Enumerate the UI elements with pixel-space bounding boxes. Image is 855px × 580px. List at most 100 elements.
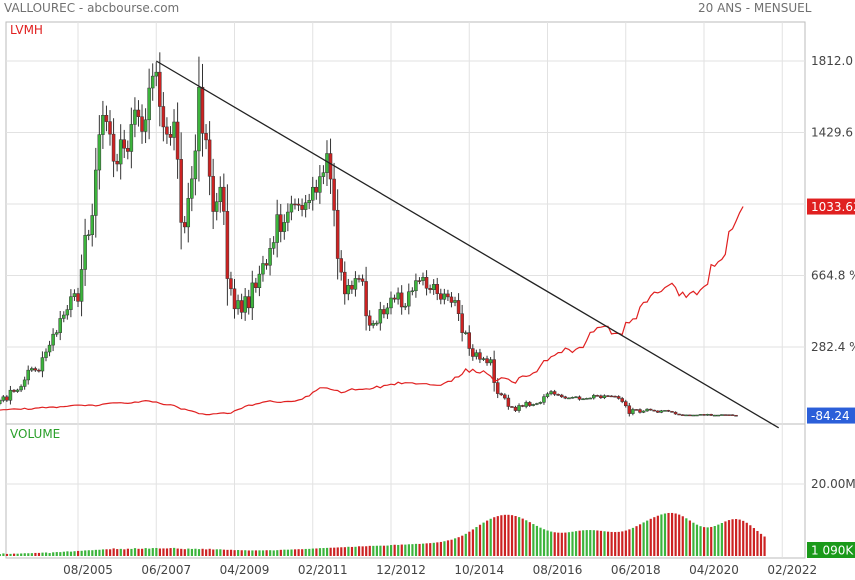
volume-bar <box>681 516 684 556</box>
volume-bar <box>486 520 489 556</box>
candle-body <box>556 394 560 396</box>
volume-bar <box>731 519 734 556</box>
candle-body <box>698 414 703 416</box>
candle-body <box>193 150 198 180</box>
volume-bar <box>450 539 453 556</box>
candle-body <box>577 396 582 400</box>
candle-body <box>588 397 592 400</box>
candle-body <box>631 409 635 414</box>
volume-bar <box>674 513 677 556</box>
candle-body <box>40 357 45 372</box>
volume-bar <box>62 551 65 556</box>
volume-bar <box>286 549 290 556</box>
volume-bar <box>261 550 265 556</box>
candle-body <box>79 269 84 302</box>
volume-bar <box>59 552 62 556</box>
candle-body <box>332 178 336 211</box>
compare-last-value-bg <box>807 198 855 215</box>
candle-body <box>275 214 279 243</box>
volume-bar <box>642 522 645 556</box>
volume-bar <box>112 548 115 556</box>
candle-body <box>552 391 557 395</box>
candle-body <box>172 121 176 138</box>
candle-body <box>1 396 6 401</box>
candle-body <box>463 332 468 334</box>
candle-body <box>246 296 251 309</box>
volume-bar <box>20 553 23 556</box>
candle-body <box>133 109 137 125</box>
candle-body <box>86 234 91 236</box>
candle-body <box>261 263 265 275</box>
candle-body <box>328 153 333 180</box>
volume-bar <box>489 518 492 556</box>
x-tick-label: 02/2022 <box>767 563 817 577</box>
candle-body <box>652 409 656 412</box>
candle-body <box>485 358 489 364</box>
volume-bar <box>596 530 599 556</box>
candle-body <box>250 282 255 309</box>
volume-bar <box>457 537 460 556</box>
volume-bar <box>454 538 457 556</box>
candle-body <box>296 203 301 206</box>
volume-bar <box>542 529 546 556</box>
candle-body <box>467 332 471 349</box>
candle-body <box>325 153 329 173</box>
candle-body <box>278 214 283 232</box>
volume-bar <box>123 549 126 556</box>
candle-body <box>495 382 500 394</box>
candle-body <box>399 292 404 308</box>
volume-bar <box>496 516 499 556</box>
candle-body <box>175 121 180 160</box>
volume-bar <box>73 551 76 556</box>
volume-bar <box>564 532 567 556</box>
volume-bar <box>343 547 346 556</box>
candle-body <box>584 398 589 400</box>
volume-bar <box>165 548 169 556</box>
volume-bar <box>404 544 407 556</box>
candle-body <box>659 410 664 413</box>
volume-bar <box>44 552 48 556</box>
candle-body <box>161 106 166 128</box>
volume-bar <box>98 549 101 556</box>
y-tick-label: 282.4 % <box>811 340 855 354</box>
volume-bar <box>301 549 304 556</box>
candle-body <box>33 368 38 371</box>
volume-bar <box>180 548 183 556</box>
volume-bar <box>685 518 688 556</box>
volume-bar <box>23 553 26 556</box>
volume-bar <box>724 521 727 556</box>
x-tick-label: 10/2014 <box>454 563 504 577</box>
x-tick-label: 12/2012 <box>376 563 426 577</box>
candle-body <box>207 139 212 177</box>
volume-bar <box>582 530 585 556</box>
candle-body <box>22 379 27 387</box>
volume-bar <box>422 543 425 556</box>
volume-bar <box>400 544 403 556</box>
candle-body <box>147 87 151 121</box>
volume-bar <box>411 544 414 556</box>
volume-bar <box>340 547 343 556</box>
compare-series-line <box>0 206 744 416</box>
volume-bar <box>194 548 197 556</box>
volume-bar <box>432 542 435 556</box>
volume-bar <box>84 550 87 556</box>
candle-body <box>72 293 77 297</box>
volume-bar <box>546 530 549 556</box>
volume-bar <box>130 548 133 556</box>
candle-body <box>492 359 496 383</box>
y-tick-label: 1429.6 % <box>811 126 855 140</box>
volume-bar <box>162 548 165 556</box>
candle-body <box>289 203 294 213</box>
volume-bar <box>660 514 663 556</box>
volume-bar <box>2 553 5 556</box>
volume-bar <box>52 552 55 556</box>
volume-bar <box>471 529 475 556</box>
volume-bar <box>283 549 286 556</box>
volume-bar <box>254 550 258 556</box>
candle-body <box>218 186 223 203</box>
candle-body <box>293 203 297 206</box>
candle-body <box>663 410 667 412</box>
candle-body <box>182 222 187 228</box>
volume-bar <box>749 525 752 556</box>
